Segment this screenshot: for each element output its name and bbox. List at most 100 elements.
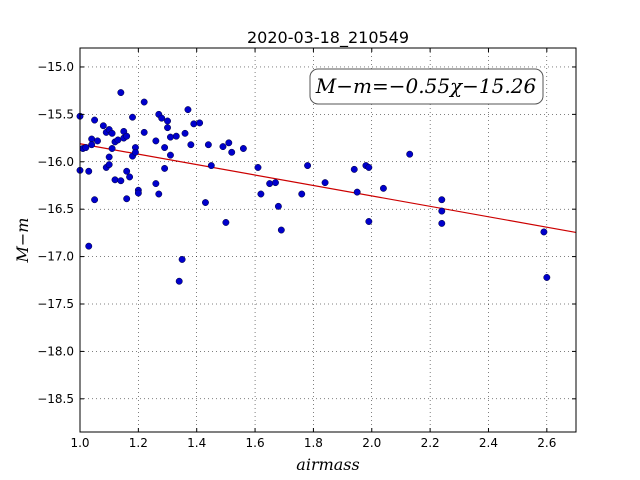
y-tick-label: −18.5	[37, 392, 74, 406]
data-point	[365, 164, 373, 171]
data-point	[438, 207, 446, 215]
fit-line	[79, 143, 577, 234]
data-point	[126, 173, 134, 181]
data-point	[350, 165, 358, 173]
y-tick-label: −17.0	[37, 250, 74, 264]
data-point	[114, 136, 122, 144]
data-point	[178, 255, 186, 263]
data-point	[108, 145, 116, 152]
x-tick-label: 2.0	[362, 436, 381, 450]
y-tick-label: −15.5	[37, 107, 74, 121]
y-tick-label: −16.0	[37, 155, 74, 169]
data-point	[277, 226, 285, 234]
data-point	[181, 129, 189, 137]
x-tick-label: 1.8	[304, 436, 323, 450]
x-tick-label: 1.2	[129, 436, 148, 450]
data-point	[379, 184, 387, 192]
data-point	[172, 132, 180, 140]
data-point	[254, 164, 262, 171]
y-axis-label: M−m	[13, 218, 32, 264]
data-point	[321, 179, 329, 187]
data-point	[239, 145, 247, 152]
data-point	[225, 139, 233, 147]
data-point	[207, 162, 215, 170]
data-point	[365, 218, 373, 225]
data-point	[406, 150, 414, 158]
annotation-frame	[309, 68, 544, 105]
data-point	[184, 106, 192, 114]
data-point	[105, 161, 113, 169]
plot-frame	[79, 47, 577, 433]
data-point	[304, 162, 312, 170]
y-tick-label: −18.0	[37, 344, 74, 358]
x-axis-label: airmass	[296, 455, 359, 474]
data-point	[274, 202, 282, 210]
data-point	[161, 164, 169, 172]
fit-layer	[79, 143, 577, 234]
data-point	[196, 119, 204, 127]
data-point	[219, 143, 227, 151]
x-tick-label: 1.6	[246, 436, 265, 450]
data-point	[438, 196, 446, 204]
data-point	[140, 98, 148, 106]
data-point	[123, 132, 131, 140]
x-tick-label: 2.4	[479, 436, 498, 450]
data-point	[272, 179, 279, 187]
data-point	[298, 190, 306, 198]
y-tick-label: −16.5	[37, 202, 74, 216]
y-tick-label: −17.5	[37, 297, 74, 311]
data-point	[161, 144, 169, 152]
data-point	[222, 219, 230, 226]
data-point	[123, 195, 131, 203]
data-point	[85, 167, 93, 175]
data-point	[94, 137, 101, 145]
y-tick-label: −15.0	[37, 60, 74, 74]
data-point	[257, 190, 265, 198]
annotation-box: M−m=−0.55χ−15.26	[309, 68, 544, 105]
data-point	[166, 133, 174, 141]
data-point	[99, 122, 107, 130]
x-tick-label: 2.6	[537, 436, 556, 450]
data-point	[91, 116, 99, 124]
data-point	[152, 137, 160, 145]
data-point	[438, 219, 446, 227]
data-point	[155, 190, 163, 198]
data-point	[105, 153, 113, 161]
data-point	[111, 176, 119, 184]
data-point	[266, 180, 274, 188]
data-point	[140, 128, 148, 136]
x-tick-label: 2.2	[421, 436, 440, 450]
data-point	[88, 141, 96, 149]
data-point	[129, 113, 136, 121]
data-point	[123, 167, 131, 175]
data-point	[204, 141, 212, 149]
grid	[79, 48, 576, 432]
data-point	[134, 189, 142, 197]
data-point	[108, 129, 116, 137]
data-point	[353, 188, 361, 196]
data-point	[131, 148, 139, 156]
x-tick-label: 1.0	[70, 436, 89, 450]
data-point	[117, 177, 125, 185]
data-point	[540, 228, 548, 236]
data-point	[190, 120, 198, 128]
data-point	[202, 199, 209, 206]
data-point	[85, 242, 93, 250]
points	[76, 89, 551, 285]
fit-equation: M−m=−0.55χ−15.26	[315, 74, 537, 98]
chart-title: 2020-03-18_210549	[247, 28, 409, 48]
data-point	[152, 180, 160, 188]
data-point	[543, 274, 551, 281]
ticks: 1.0 1.2 1.4 1.6 1.8 2.0 2.2 2.4 2.6 −15.0 −15.5 −16…	[37, 48, 576, 450]
data-point	[82, 144, 90, 152]
data-point	[228, 148, 236, 156]
data-point	[91, 196, 99, 204]
data-point	[175, 277, 183, 285]
data-point	[187, 141, 195, 149]
data-point	[164, 124, 171, 132]
data-point	[164, 117, 171, 125]
data-point	[117, 89, 125, 97]
x-tick-label: 1.4	[187, 436, 206, 450]
data-point	[158, 114, 166, 122]
